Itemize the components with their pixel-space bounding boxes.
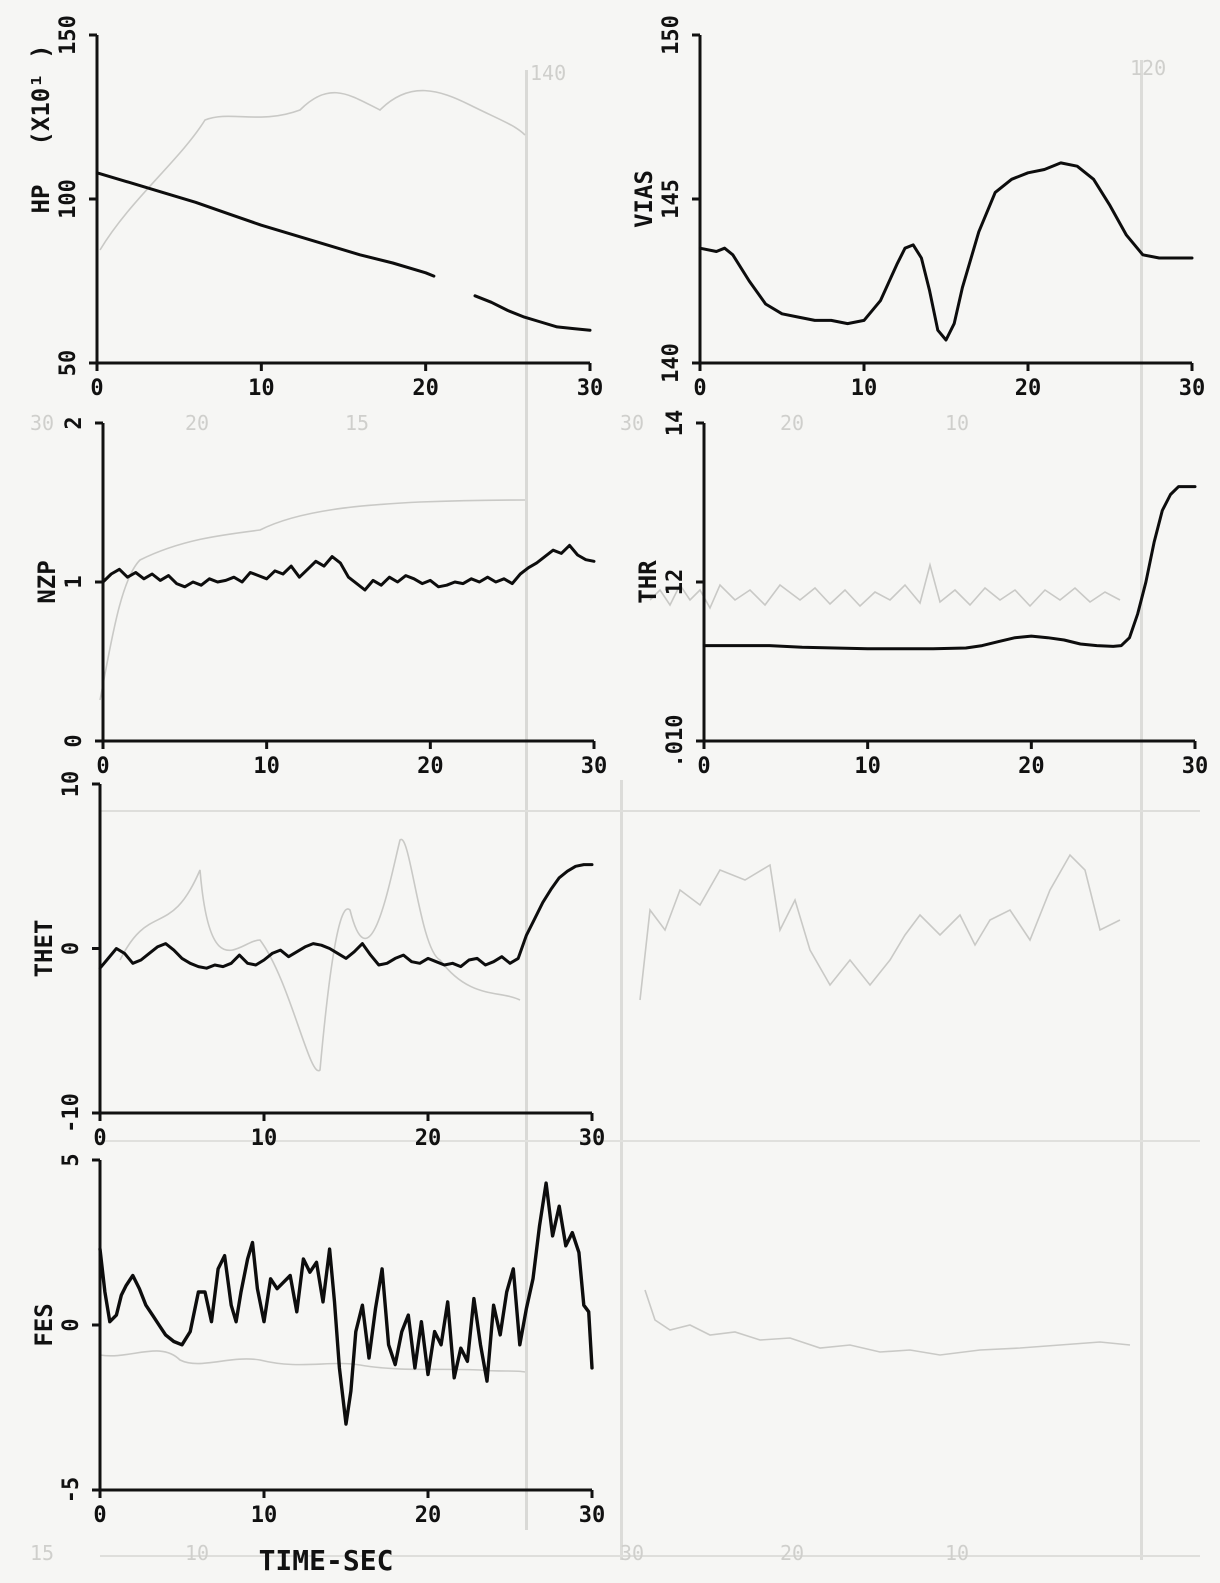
y-tick-label: 100	[56, 179, 81, 219]
svg-text:10: 10	[945, 1541, 969, 1565]
series-line-hp-seg0	[95, 171, 436, 278]
x-tick-label: 0	[693, 376, 706, 401]
svg-text:120: 120	[1130, 56, 1166, 80]
svg-text:30: 30	[620, 1541, 644, 1565]
x-tick-label: 20	[1018, 754, 1045, 779]
y-tick-label: 145	[659, 179, 684, 219]
x-tick-label: 0	[96, 754, 109, 779]
series-line-thet	[98, 863, 594, 970]
panel-hp: 50 100 150 0 10 20 30 HP (X10¹ )	[27, 15, 603, 401]
y-tick-label: 0	[59, 1318, 84, 1331]
x-tick-label: 10	[251, 1503, 278, 1528]
panel-thr: .010 12 14 0 10 20 30 THR	[634, 410, 1208, 779]
panel-thet: -10 0 10 0 10 20 30 THET	[30, 771, 605, 1151]
y-tick-label: 1	[62, 575, 87, 588]
x-axis-title: TIME-SEC	[259, 1544, 394, 1577]
y-tick-label: 14	[663, 410, 688, 437]
x-tick-label: 0	[90, 376, 103, 401]
svg-text:30: 30	[620, 411, 644, 435]
x-tick-label: 20	[415, 1503, 442, 1528]
y-axis-title: THET	[30, 920, 58, 978]
x-tick-label: 10	[253, 754, 280, 779]
svg-text:30: 30	[30, 411, 54, 435]
y-axis-title: FES	[30, 1303, 58, 1346]
x-tick-label: 30	[579, 1126, 606, 1151]
x-tick-label: 30	[581, 754, 608, 779]
svg-text:140: 140	[530, 61, 566, 85]
svg-text:20: 20	[780, 411, 804, 435]
x-tick-label: 30	[577, 376, 604, 401]
svg-text:10: 10	[185, 1541, 209, 1565]
series-line-vias	[698, 161, 1194, 342]
svg-text:10: 10	[945, 411, 969, 435]
x-tick-label: 30	[1179, 376, 1206, 401]
y-tick-label: 50	[56, 350, 81, 377]
x-tick-label: 0	[93, 1126, 106, 1151]
x-tick-label: 20	[1015, 376, 1042, 401]
x-tick-label: 0	[697, 754, 710, 779]
x-tick-label: 30	[579, 1503, 606, 1528]
y-tick-label: 150	[659, 15, 684, 55]
svg-text:20: 20	[185, 411, 209, 435]
y-tick-label: -5	[59, 1477, 84, 1504]
y-axis-title: THR	[634, 560, 662, 604]
y-tick-label: 0	[62, 734, 87, 747]
svg-text:15: 15	[345, 411, 369, 435]
y-tick-label: 2	[62, 416, 87, 429]
y-axis-title: NZP	[33, 560, 61, 603]
y-tick-label: -10	[59, 1093, 84, 1133]
y-tick-label: 0	[59, 942, 84, 955]
x-tick-label: 10	[851, 376, 878, 401]
x-tick-label: 20	[415, 1126, 442, 1151]
bleed-through-background: 140 120 30 20 15 30 20 10 15 10 30 20 10	[30, 56, 1200, 1565]
svg-text:15: 15	[30, 1541, 54, 1565]
y-tick-label: 150	[56, 15, 81, 55]
series-line-hp-seg1	[473, 294, 592, 332]
panel-vias: 140 145 150 0 10 20 30 VIAS	[630, 15, 1205, 401]
x-tick-label: 10	[854, 754, 881, 779]
panel-fes: -5 0 5 0 10 20 30 FES TIME-SEC	[30, 1153, 605, 1577]
series-line-nzp	[101, 543, 596, 592]
svg-text:20: 20	[780, 1541, 804, 1565]
x-tick-label: 10	[248, 376, 275, 401]
x-tick-label: 20	[412, 376, 439, 401]
y-tick-label: 10	[59, 771, 84, 798]
y-tick-label: 5	[59, 1153, 84, 1166]
y-tick-label: 12	[663, 569, 688, 596]
x-tick-label: 20	[417, 754, 444, 779]
y-axis-title: HP	[27, 185, 55, 214]
y-axis-title: VIAS	[630, 170, 658, 228]
y-tick-label: .010	[663, 715, 688, 768]
y-axis-unit: (X10¹ )	[27, 44, 55, 145]
y-tick-label: 140	[659, 343, 684, 383]
series-line-thr	[702, 485, 1197, 651]
x-tick-label: 0	[93, 1503, 106, 1528]
x-tick-label: 10	[251, 1126, 278, 1151]
series-line-fes	[98, 1181, 594, 1426]
x-tick-label: 30	[1182, 754, 1209, 779]
